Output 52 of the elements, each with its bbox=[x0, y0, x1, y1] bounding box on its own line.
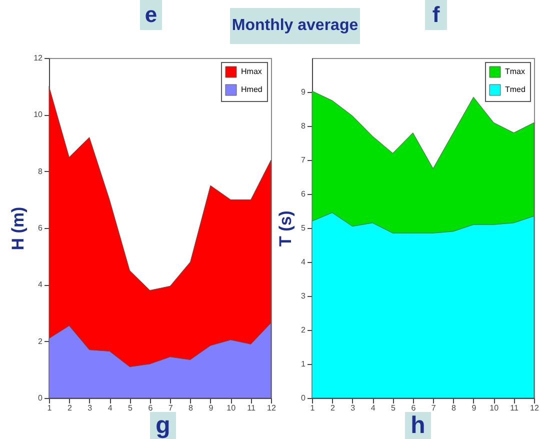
x-tick-label: 5 bbox=[128, 404, 133, 412]
chart-title: e bbox=[140, 0, 162, 30]
x-tick-label: 10 bbox=[490, 404, 500, 412]
x-tick-label: 2 bbox=[330, 404, 336, 412]
chart-title: f bbox=[425, 0, 447, 30]
y-tick-label: 10 bbox=[34, 110, 44, 120]
x-tick-label: 11 bbox=[510, 404, 520, 412]
y-tick-label: 6 bbox=[301, 190, 306, 198]
x-tick-label: 4 bbox=[108, 404, 113, 412]
y-tick-label: 0 bbox=[301, 394, 306, 402]
y-tick-label: 4 bbox=[38, 280, 44, 290]
x-tick-label: 7 bbox=[168, 404, 174, 412]
y-tick-label: 8 bbox=[38, 166, 44, 176]
x-tick-label: 1 bbox=[47, 404, 52, 412]
y-tick-label: 7 bbox=[301, 156, 306, 164]
y-tick-label: 8 bbox=[301, 122, 306, 130]
y-axis-title: H (m) bbox=[8, 206, 28, 250]
x-tick-label: 8 bbox=[452, 404, 457, 412]
legend-label: Tmax bbox=[505, 67, 525, 76]
x-tick-label: 12 bbox=[267, 404, 276, 412]
y-tick-label: 2 bbox=[301, 326, 306, 334]
y-tick-label: 6 bbox=[38, 224, 44, 232]
y-tick-label: 0 bbox=[38, 394, 44, 402]
y-tick-label: 2 bbox=[38, 336, 44, 346]
x-tick-label: 7 bbox=[431, 404, 436, 412]
text: Monthly average bbox=[230, 8, 360, 44]
y-tick-label: 4 bbox=[301, 258, 306, 266]
y-tick-label: 1 bbox=[301, 360, 306, 368]
x-tick-label: 3 bbox=[350, 404, 356, 412]
y-axis-title: T (s) bbox=[276, 210, 296, 246]
x-tick-label: 12 bbox=[530, 404, 540, 412]
legend-label: Tmed bbox=[505, 85, 526, 94]
y-tick-label: 3 bbox=[301, 292, 306, 300]
x-tick-label: 9 bbox=[208, 404, 214, 412]
text: h bbox=[405, 412, 431, 439]
y-tick-label: 5 bbox=[301, 224, 306, 232]
x-tick-label: 2 bbox=[67, 404, 72, 412]
text: g bbox=[150, 412, 176, 439]
x-tick-label: 10 bbox=[226, 404, 236, 412]
x-tick-label: 6 bbox=[148, 404, 154, 412]
y-tick-label: 12 bbox=[34, 54, 44, 62]
x-tick-label: 1 bbox=[310, 404, 316, 412]
legend-label: Hmed bbox=[241, 85, 262, 94]
x-tick-label: 4 bbox=[370, 404, 376, 412]
x-tick-label: 11 bbox=[247, 404, 256, 412]
legend-label: Hmax bbox=[241, 67, 262, 76]
x-tick-label: 9 bbox=[472, 404, 477, 412]
x-tick-label: 8 bbox=[188, 404, 194, 412]
y-tick-label: 9 bbox=[301, 88, 306, 96]
x-tick-label: 6 bbox=[411, 404, 416, 412]
x-tick-label: 5 bbox=[391, 404, 396, 412]
x-tick-label: 3 bbox=[88, 404, 93, 412]
